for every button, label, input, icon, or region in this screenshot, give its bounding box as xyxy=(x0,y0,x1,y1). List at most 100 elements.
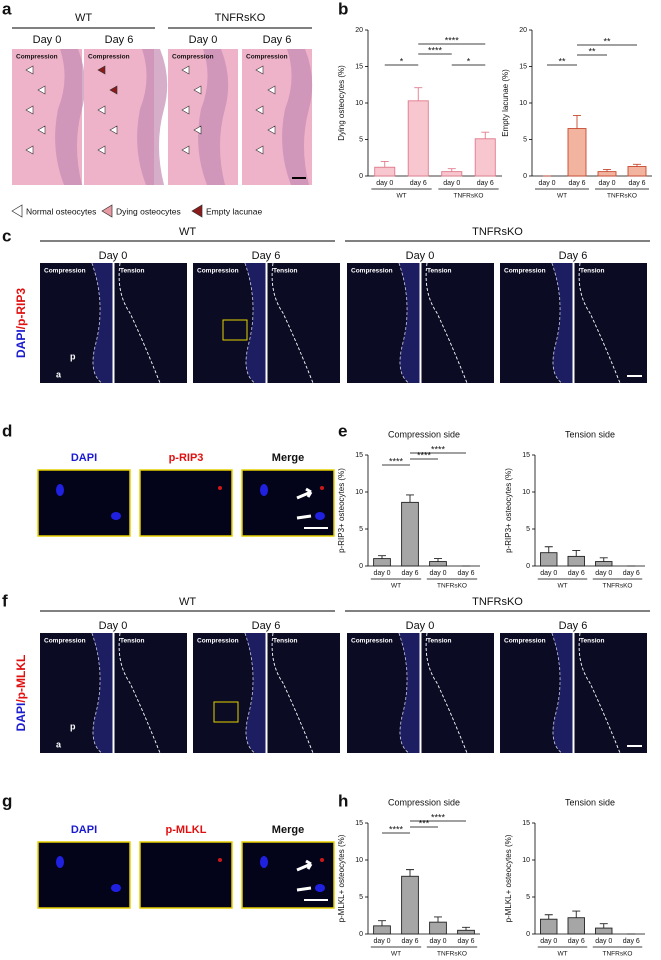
y-tick-label: 15 xyxy=(519,63,527,70)
image-label: Tension xyxy=(273,638,297,645)
x-tick-label: day 0 xyxy=(595,938,612,945)
tissue-band xyxy=(198,49,229,185)
bar xyxy=(595,927,613,935)
chart-title: Tension side xyxy=(565,429,615,439)
panel-label: f xyxy=(2,591,8,610)
error-bar xyxy=(378,920,386,926)
chart-title: Compression side xyxy=(388,429,460,439)
y-tick-label: 0 xyxy=(523,173,527,180)
marker-triangle xyxy=(109,85,118,95)
arrow xyxy=(296,886,312,892)
signal xyxy=(218,858,222,862)
significance-label: * xyxy=(467,56,471,66)
x-tick-label: day 6 xyxy=(457,938,474,945)
marker-triangle xyxy=(193,125,202,135)
bar xyxy=(401,501,419,567)
tissue-band xyxy=(55,49,86,185)
arrow xyxy=(296,487,313,500)
zoom-image xyxy=(37,469,131,537)
error-bar xyxy=(544,546,553,553)
arrow xyxy=(296,859,313,872)
error-bar xyxy=(481,131,490,139)
tissue-band xyxy=(137,49,168,185)
y-tick-label: 0 xyxy=(359,931,363,938)
y-axis-label: p-MLKL+ osteocytes (%) xyxy=(504,834,513,922)
marker-triangle xyxy=(97,145,106,155)
error-bar xyxy=(406,494,414,503)
bar xyxy=(441,171,463,177)
bar xyxy=(627,166,647,177)
y-axis-label: Empty lacunae (%) xyxy=(501,69,510,137)
marker-triangle xyxy=(25,65,34,75)
error-bar xyxy=(447,168,456,172)
group-header: WT xyxy=(179,596,196,608)
y-tick-label: 10 xyxy=(522,857,530,864)
bar xyxy=(595,561,613,567)
day-label: Day 6 xyxy=(252,250,281,262)
marker-triangle xyxy=(193,85,202,95)
significance-label: *** xyxy=(419,818,430,828)
group-label: WT xyxy=(557,583,567,590)
day-label: Day 6 xyxy=(559,250,588,262)
stain-dapi: DAPI xyxy=(14,703,28,732)
y-tick-label: 10 xyxy=(355,489,363,496)
bar xyxy=(567,128,587,177)
day-label: Day 6 xyxy=(105,34,134,46)
y-tick-label: 5 xyxy=(359,894,363,901)
stain-label: DAPI/p-RIP3 xyxy=(14,288,28,358)
y-tick-label: 10 xyxy=(355,100,363,107)
significance-label: ** xyxy=(558,56,566,66)
error-bar xyxy=(572,550,581,557)
marker-triangle xyxy=(181,65,190,75)
image-label: Tension xyxy=(427,638,451,645)
marker-triangle xyxy=(255,65,264,75)
nucleus xyxy=(260,856,268,868)
marker-triangle xyxy=(181,105,190,115)
significance-label: **** xyxy=(431,812,446,822)
legend-text: Normal osteocytes xyxy=(26,206,96,216)
significance-label: **** xyxy=(417,450,432,460)
y-tick-label: 5 xyxy=(526,894,530,901)
image-label: Tension xyxy=(273,268,297,275)
error-bar xyxy=(599,557,608,562)
image-label: Compression xyxy=(246,54,288,61)
nucleus xyxy=(260,484,268,496)
x-tick-label: day 0 xyxy=(429,570,446,577)
image-label: Compression xyxy=(88,54,130,61)
x-tick-label: day 0 xyxy=(373,570,390,577)
significance-label: **** xyxy=(389,824,404,834)
image-label: Tension xyxy=(580,268,604,275)
group-header: TNFRsKO xyxy=(472,226,523,238)
panel-label: b xyxy=(338,0,348,18)
panel-label: d xyxy=(2,421,12,440)
x-tick-label: day 6 xyxy=(401,570,418,577)
x-tick-label: day 0 xyxy=(373,938,390,945)
tissue-area xyxy=(92,633,113,753)
error-bar xyxy=(462,926,470,931)
group-label: TNFRsKO xyxy=(603,951,633,958)
error-bar xyxy=(406,869,414,877)
group-label: WT xyxy=(557,193,567,200)
y-axis-label: p-RIP3+ osteocytes (%) xyxy=(337,468,346,553)
group-label: TNFRsKO xyxy=(603,583,633,590)
marker-triangle xyxy=(267,85,276,95)
y-axis-label: p-RIP3+ osteocytes (%) xyxy=(504,468,513,553)
channel-label: DAPI xyxy=(71,452,97,464)
channel-label: p-MLKL xyxy=(166,824,207,836)
x-tick-label: day 0 xyxy=(443,180,460,187)
error-bar xyxy=(434,916,442,923)
day-label: Day 0 xyxy=(33,34,62,46)
channel-label: Merge xyxy=(272,824,304,836)
significance-label: ** xyxy=(588,46,596,56)
x-tick-label: day 6 xyxy=(568,570,585,577)
signal xyxy=(320,858,324,862)
significance-label: **** xyxy=(431,444,446,454)
group-header: TNFRsKO xyxy=(472,596,523,608)
y-tick-label: 5 xyxy=(526,526,530,533)
group-label: TNFRsKO xyxy=(454,193,484,200)
tissue-area xyxy=(245,263,266,383)
marker-triangle xyxy=(37,85,46,95)
x-tick-label: day 0 xyxy=(598,180,615,187)
x-tick-label: day 6 xyxy=(628,180,645,187)
bar xyxy=(540,552,558,567)
